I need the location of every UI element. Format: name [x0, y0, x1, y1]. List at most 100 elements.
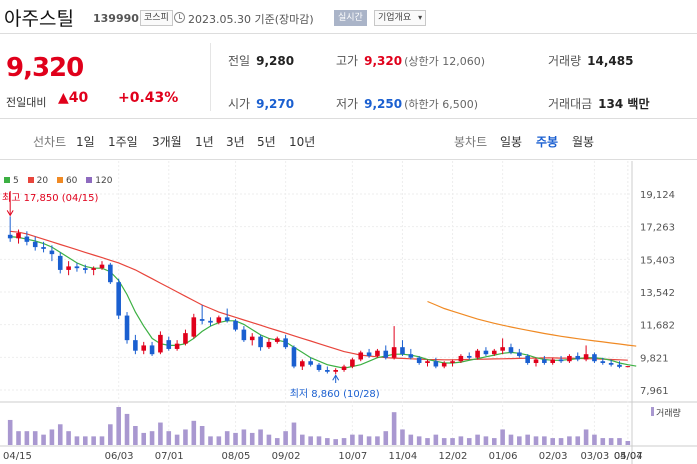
- volume-legend-swatch: [651, 407, 654, 416]
- clock-icon: [174, 12, 185, 23]
- stock-name: 아주스틸: [4, 8, 74, 30]
- candle-body: [341, 366, 347, 371]
- candle-body: [400, 347, 405, 355]
- y-tick-label: 17,263: [640, 223, 675, 234]
- volume-bar: [166, 431, 172, 445]
- volume-bar: [191, 420, 197, 445]
- candle-body: [542, 359, 547, 363]
- candle-body: [41, 247, 46, 249]
- y-tick-label: 9,821: [640, 353, 669, 364]
- candle-body: [325, 370, 330, 372]
- volume-bar: [533, 436, 539, 445]
- up-triangle-icon: ▲: [58, 90, 69, 106]
- x-tick-label: 12/02: [439, 451, 468, 462]
- candle-body: [375, 350, 380, 356]
- tab-1y[interactable]: 1년: [195, 135, 214, 149]
- trade-amount: 거래대금 134 백만: [548, 97, 650, 111]
- candle-chart-label: 봉차트: [454, 135, 488, 149]
- volume-bar: [416, 436, 422, 445]
- tab-5y[interactable]: 5년: [257, 135, 276, 149]
- low-annotation: 최저 8,860 (10/28): [290, 388, 380, 400]
- company-info-dropdown[interactable]: 기업개요 ▾: [374, 10, 427, 26]
- volume-bar: [57, 424, 63, 445]
- candle-body: [433, 361, 439, 367]
- volume: 거래량 14,485: [548, 54, 634, 68]
- candle-body: [49, 250, 55, 255]
- candle-body: [391, 347, 397, 358]
- date-text: 2023.05.30 기준(장마감): [188, 13, 314, 26]
- candle-body: [16, 233, 21, 239]
- y-tick-label: 15,403: [640, 255, 675, 266]
- volume-bar: [108, 424, 113, 445]
- tab-1w[interactable]: 1주일: [108, 135, 138, 149]
- candle-body: [408, 354, 414, 358]
- volume-bar: [366, 436, 372, 445]
- tab-3y[interactable]: 3년: [226, 135, 245, 149]
- candle-body: [567, 355, 572, 362]
- candle-body: [333, 370, 338, 372]
- volume-bar: [508, 434, 514, 445]
- volume-bar: [491, 438, 497, 445]
- volume-legend-label: 거래량: [656, 407, 681, 419]
- quote-panel: 9,320 전일대비 ▲40 +0.43% 전일 9,280 고가 9,320 (상한…: [0, 35, 697, 119]
- volume-bar: [441, 438, 447, 445]
- change-percent: +0.43%: [118, 90, 179, 106]
- candle-body: [233, 320, 238, 330]
- candle-body: [425, 361, 430, 363]
- x-tick-label: 09/02: [272, 451, 301, 462]
- volume-bar: [350, 434, 355, 445]
- candle-body: [216, 317, 222, 323]
- y-tick-label: 11,682: [640, 321, 675, 332]
- volume-bar: [466, 438, 472, 445]
- candle-body: [291, 347, 297, 367]
- candle-body: [266, 341, 272, 348]
- volume-bar: [32, 431, 38, 445]
- high-annotation: 최고 17,850 (04/15): [2, 192, 98, 204]
- candle-body: [450, 361, 455, 363]
- tab-monthly[interactable]: 월봉: [572, 135, 595, 149]
- y-tick-label: 7,961: [640, 386, 669, 397]
- x-tick-label: 02/03: [539, 451, 568, 462]
- volume-bar: [74, 436, 80, 445]
- candle-body: [57, 255, 63, 270]
- volume-bar: [249, 432, 255, 445]
- realtime-button[interactable]: 실시간: [334, 10, 367, 26]
- volume-bar: [458, 436, 464, 445]
- tab-10y[interactable]: 10년: [289, 135, 316, 149]
- candle-body: [583, 354, 589, 360]
- ma5-line: [10, 236, 637, 369]
- x-tick-label: 01/06: [489, 451, 518, 462]
- volume-bar: [316, 436, 322, 445]
- x-tick-label: 04/15: [3, 451, 32, 462]
- tab-3m[interactable]: 3개월: [152, 135, 182, 149]
- volume-bar: [183, 429, 188, 445]
- candle-body: [124, 315, 130, 341]
- ma60-line: [427, 300, 637, 347]
- volume-bar: [174, 434, 180, 445]
- candle-body: [199, 319, 205, 321]
- candle-body: [608, 362, 614, 365]
- volume-bar: [400, 429, 405, 445]
- tab-weekly[interactable]: 주봉: [536, 135, 559, 149]
- volume-bar: [116, 407, 121, 445]
- candle-body: [300, 361, 305, 367]
- volume-bar: [433, 434, 439, 445]
- volume-bar: [383, 431, 389, 445]
- volume-bar: [567, 436, 572, 445]
- volume-bar: [333, 439, 338, 445]
- volume-bar: [41, 434, 46, 445]
- tab-1d[interactable]: 1일: [76, 135, 95, 149]
- candle-body: [517, 352, 522, 356]
- candle-body: [475, 350, 480, 358]
- volume-bar: [66, 431, 71, 445]
- candle-body: [500, 347, 505, 351]
- tab-daily[interactable]: 일봉: [500, 135, 523, 149]
- x-tick-label: 08/05: [222, 451, 251, 462]
- x-tick-label: 10/07: [338, 451, 367, 462]
- candle-body: [283, 338, 288, 348]
- candle-body: [575, 355, 581, 360]
- candle-body: [7, 234, 13, 239]
- volume-bar: [575, 436, 581, 445]
- x-tick-label: 04/07: [614, 451, 643, 462]
- volume-bar: [158, 422, 163, 445]
